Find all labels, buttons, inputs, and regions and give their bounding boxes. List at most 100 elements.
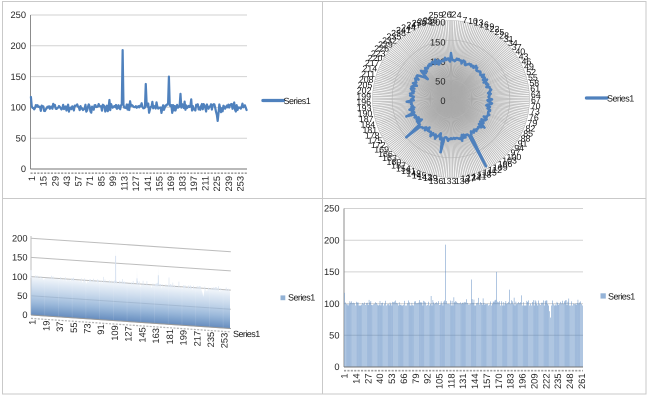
svg-text:235: 235: [206, 332, 216, 348]
svg-text:196: 196: [356, 97, 371, 107]
svg-text:79: 79: [527, 118, 537, 128]
svg-text:19: 19: [484, 22, 494, 32]
svg-text:200: 200: [12, 233, 28, 243]
svg-text:238: 238: [391, 28, 406, 38]
svg-text:127: 127: [461, 174, 476, 184]
svg-text:118: 118: [446, 374, 456, 389]
svg-text:100: 100: [10, 103, 26, 113]
svg-text:141: 141: [143, 176, 153, 192]
svg-text:57: 57: [73, 176, 83, 186]
svg-text:183: 183: [178, 176, 188, 192]
svg-text:214: 214: [362, 63, 377, 73]
svg-text:160: 160: [387, 157, 402, 167]
svg-text:50: 50: [329, 331, 339, 341]
svg-text:55: 55: [69, 322, 79, 332]
svg-text:37: 37: [55, 322, 65, 332]
svg-text:200: 200: [324, 235, 340, 245]
svg-text:253: 253: [235, 176, 245, 192]
svg-text:184: 184: [360, 120, 375, 130]
svg-text:19: 19: [41, 321, 51, 331]
svg-text:121: 121: [472, 171, 487, 181]
svg-text:154: 154: [396, 163, 411, 173]
svg-text:100: 100: [507, 152, 522, 162]
svg-text:58: 58: [529, 78, 539, 88]
svg-text:163: 163: [151, 328, 161, 344]
svg-text:Series1: Series1: [233, 329, 260, 339]
svg-text:15: 15: [39, 176, 49, 186]
svg-text:250: 250: [324, 204, 340, 214]
svg-text:29: 29: [50, 176, 60, 186]
svg-text:43: 43: [519, 51, 529, 61]
svg-text:222: 222: [541, 374, 551, 390]
svg-text:85: 85: [523, 129, 533, 139]
svg-text:145: 145: [412, 170, 427, 180]
svg-text:10: 10: [468, 16, 478, 26]
svg-text:71: 71: [85, 176, 95, 186]
svg-text:16: 16: [479, 19, 489, 29]
svg-text:0: 0: [440, 96, 445, 106]
svg-text:178: 178: [365, 130, 380, 140]
svg-text:217: 217: [192, 331, 202, 347]
svg-text:113: 113: [120, 176, 130, 191]
svg-text:150: 150: [10, 72, 26, 82]
svg-text:217: 217: [365, 58, 380, 68]
svg-text:92: 92: [423, 374, 433, 384]
svg-text:103: 103: [502, 156, 517, 166]
svg-text:13: 13: [474, 17, 484, 27]
svg-text:208: 208: [359, 74, 374, 84]
svg-text:73: 73: [83, 323, 93, 333]
svg-text:97: 97: [511, 148, 521, 158]
svg-text:73: 73: [530, 107, 540, 117]
svg-text:115: 115: [483, 168, 497, 178]
svg-text:183: 183: [506, 374, 516, 390]
svg-text:67: 67: [531, 95, 541, 105]
svg-text:196: 196: [518, 374, 528, 390]
svg-text:261: 261: [577, 374, 587, 390]
svg-text:50: 50: [435, 77, 445, 87]
svg-text:82: 82: [526, 123, 536, 133]
svg-text:150: 150: [324, 267, 340, 277]
svg-text:241: 241: [396, 25, 411, 35]
svg-text:235: 235: [553, 374, 563, 390]
svg-text:223: 223: [371, 48, 386, 58]
svg-text:Series1: Series1: [608, 292, 635, 302]
svg-text:52: 52: [526, 67, 536, 77]
svg-text:142: 142: [417, 172, 432, 182]
svg-text:61: 61: [530, 84, 540, 94]
svg-text:1: 1: [449, 10, 454, 20]
svg-text:40: 40: [375, 374, 385, 384]
svg-text:139: 139: [423, 173, 438, 183]
svg-text:109: 109: [110, 325, 120, 341]
svg-text:250: 250: [10, 10, 26, 20]
svg-text:225: 225: [212, 176, 222, 192]
svg-text:14: 14: [352, 374, 362, 384]
svg-text:211: 211: [201, 176, 211, 191]
svg-text:127: 127: [131, 176, 141, 192]
svg-text:Series1: Series1: [607, 94, 634, 104]
svg-text:0: 0: [22, 310, 27, 320]
svg-text:239: 239: [224, 176, 234, 192]
svg-text:163: 163: [382, 153, 397, 163]
svg-text:187: 187: [359, 114, 374, 124]
svg-text:91: 91: [518, 139, 528, 149]
svg-text:211: 211: [361, 69, 375, 79]
svg-text:40: 40: [515, 47, 525, 57]
svg-text:136: 136: [429, 176, 444, 186]
svg-text:166: 166: [378, 149, 393, 159]
svg-text:105: 105: [435, 374, 445, 390]
svg-text:197: 197: [189, 176, 199, 192]
svg-text:262: 262: [442, 10, 457, 20]
svg-text:250: 250: [412, 18, 427, 28]
svg-text:50: 50: [17, 291, 27, 301]
svg-text:235: 235: [387, 32, 402, 42]
svg-text:145: 145: [137, 327, 147, 343]
svg-text:209: 209: [529, 374, 539, 390]
svg-text:133: 133: [442, 176, 457, 186]
svg-text:131: 131: [458, 374, 468, 390]
svg-text:172: 172: [371, 140, 386, 150]
svg-text:88: 88: [521, 134, 531, 144]
svg-text:202: 202: [357, 86, 372, 96]
svg-text:22: 22: [490, 24, 500, 34]
svg-text:50: 50: [16, 133, 26, 143]
svg-text:1: 1: [340, 374, 350, 379]
